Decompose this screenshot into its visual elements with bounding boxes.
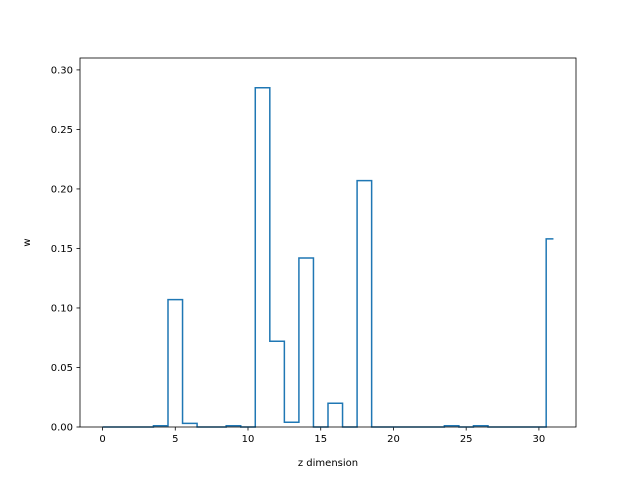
x-axis-ticks: 0 5 10 15 20 25 30 — [99, 427, 545, 445]
y-axis-ticks: 0.00 0.05 0.10 0.15 0.20 0.25 0.30 — [51, 65, 80, 434]
y-tick-label: 0.05 — [51, 363, 73, 374]
y-axis-label: w — [22, 238, 33, 246]
x-tick-label: 20 — [387, 434, 400, 445]
series-step-line — [102, 87, 554, 428]
x-tick-label: 15 — [314, 434, 327, 445]
y-tick-label: 0.10 — [51, 303, 73, 314]
x-tick-label: 5 — [172, 434, 178, 445]
x-tick-label: 10 — [242, 434, 255, 445]
y-tick-label: 0.00 — [51, 423, 73, 434]
y-tick-label: 0.25 — [51, 125, 73, 136]
x-tick-label: 0 — [99, 434, 105, 445]
plot-area-frame — [79, 57, 577, 428]
x-tick-label: 25 — [460, 434, 473, 445]
y-tick-label: 0.15 — [51, 244, 73, 255]
y-tick-label: 0.20 — [51, 184, 73, 195]
x-tick-label: 30 — [533, 434, 546, 445]
x-axis-label: z dimension — [298, 458, 358, 469]
y-tick-label: 0.30 — [51, 65, 73, 76]
